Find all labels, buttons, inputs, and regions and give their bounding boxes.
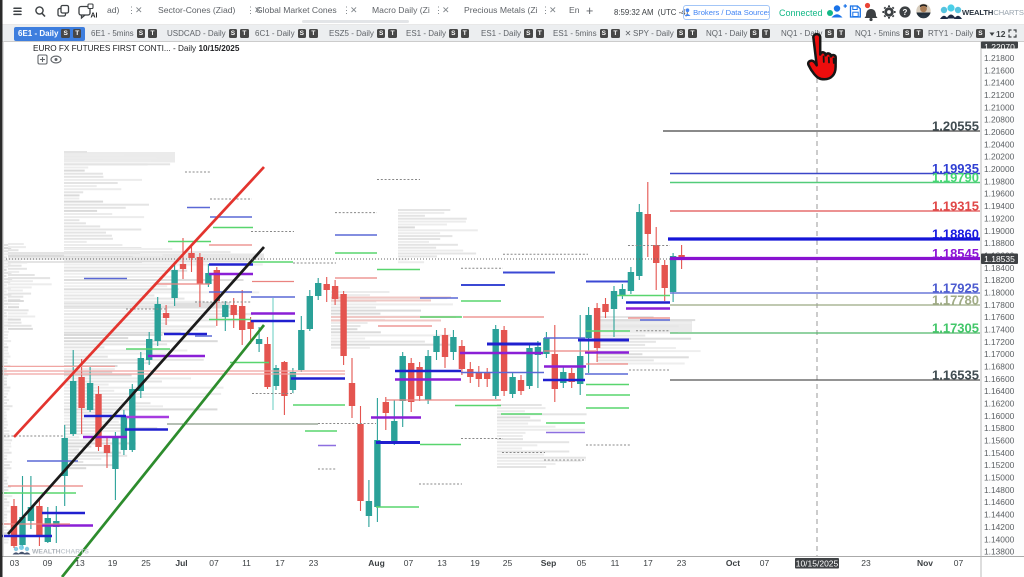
svg-text:1.17780: 1.17780 [932, 293, 979, 308]
svg-text:1.17000: 1.17000 [984, 349, 1015, 359]
svg-text:Sep: Sep [541, 558, 557, 568]
svg-text:1.19200: 1.19200 [984, 213, 1015, 223]
svg-text:1.17925: 1.17925 [932, 281, 979, 296]
svg-text:1.14400: 1.14400 [984, 510, 1015, 520]
svg-text:03: 03 [10, 558, 20, 568]
svg-text:EURO FX FUTURES FIRST CONTI...: EURO FX FUTURES FIRST CONTI... - Daily 1… [33, 44, 240, 53]
svg-text:1.21400: 1.21400 [984, 78, 1015, 88]
svg-text:25: 25 [503, 558, 513, 568]
svg-text:09: 09 [43, 558, 53, 568]
svg-text:1.19600: 1.19600 [984, 189, 1015, 199]
svg-text:1.21600: 1.21600 [984, 65, 1015, 75]
svg-text:1.13800: 1.13800 [984, 547, 1015, 557]
svg-text:1.18200: 1.18200 [984, 275, 1015, 285]
svg-text:1.19790: 1.19790 [932, 170, 979, 185]
svg-text:Aug: Aug [368, 558, 385, 568]
svg-text:13: 13 [75, 558, 85, 568]
svg-text:1.15200: 1.15200 [984, 460, 1015, 470]
svg-text:1.16000: 1.16000 [984, 411, 1015, 421]
svg-text:+: + [586, 4, 593, 18]
svg-text:19: 19 [470, 558, 480, 568]
svg-text:1.14600: 1.14600 [984, 497, 1015, 507]
svg-text:1.21800: 1.21800 [984, 53, 1015, 63]
svg-text:1.21200: 1.21200 [984, 90, 1015, 100]
svg-text:?: ? [903, 8, 908, 17]
svg-text:07: 07 [404, 558, 414, 568]
svg-text:1.19000: 1.19000 [984, 226, 1015, 236]
svg-text:1.18800: 1.18800 [984, 238, 1015, 248]
svg-text:1.16200: 1.16200 [984, 399, 1015, 409]
svg-text:1.16400: 1.16400 [984, 386, 1015, 396]
svg-text:AI: AI [91, 13, 98, 20]
svg-text:25: 25 [141, 558, 151, 568]
svg-text:1.16600: 1.16600 [984, 374, 1015, 384]
svg-text:1.14800: 1.14800 [984, 485, 1015, 495]
svg-text:1.17600: 1.17600 [984, 312, 1015, 322]
svg-text:1.19935: 1.19935 [932, 161, 979, 176]
svg-text:07: 07 [209, 558, 219, 568]
svg-text:07: 07 [954, 558, 964, 568]
svg-text:1.20000: 1.20000 [984, 164, 1015, 174]
svg-text:17: 17 [643, 558, 653, 568]
svg-text:1.17800: 1.17800 [984, 300, 1015, 310]
svg-text:23: 23 [309, 558, 319, 568]
svg-text:13: 13 [437, 558, 447, 568]
svg-text:1.18535: 1.18535 [984, 254, 1015, 264]
svg-text:1.17305: 1.17305 [932, 321, 979, 336]
svg-text:11: 11 [242, 558, 251, 568]
svg-text:1.15600: 1.15600 [984, 436, 1015, 446]
svg-text:11: 11 [611, 558, 620, 568]
svg-text:1.18000: 1.18000 [984, 288, 1015, 298]
svg-text:WEALTHCHARTS: WEALTHCHARTS [32, 549, 89, 556]
svg-text:19: 19 [108, 558, 118, 568]
svg-text:Jul: Jul [175, 558, 187, 568]
svg-text:1.17200: 1.17200 [984, 337, 1015, 347]
svg-text:17: 17 [275, 558, 285, 568]
svg-text:1.17400: 1.17400 [984, 325, 1015, 335]
svg-text:1.15800: 1.15800 [984, 423, 1015, 433]
svg-text:1.20600: 1.20600 [984, 127, 1015, 137]
svg-text:07: 07 [760, 558, 770, 568]
svg-text:1.18545: 1.18545 [932, 246, 979, 261]
svg-text:1.16535: 1.16535 [932, 368, 979, 383]
svg-text:1.19800: 1.19800 [984, 176, 1015, 186]
svg-text:1.18400: 1.18400 [984, 263, 1015, 273]
svg-text:1.20200: 1.20200 [984, 152, 1015, 162]
svg-text:10/15/2025: 10/15/2025 [796, 559, 839, 569]
svg-text:1.14000: 1.14000 [984, 534, 1015, 544]
svg-text:05: 05 [577, 558, 587, 568]
svg-text:1.15400: 1.15400 [984, 448, 1015, 458]
svg-text:23: 23 [861, 558, 871, 568]
svg-text:23: 23 [677, 558, 687, 568]
svg-text:Oct: Oct [726, 558, 740, 568]
svg-text:1.18860: 1.18860 [932, 227, 979, 242]
svg-text:1.19315: 1.19315 [932, 199, 979, 214]
svg-text:1.19400: 1.19400 [984, 201, 1015, 211]
svg-text:1.15000: 1.15000 [984, 473, 1015, 483]
svg-text:1.14200: 1.14200 [984, 522, 1015, 532]
svg-text:1.20800: 1.20800 [984, 115, 1015, 125]
svg-text:1.20555: 1.20555 [932, 119, 979, 134]
svg-text:1.20400: 1.20400 [984, 139, 1015, 149]
svg-text:Nov: Nov [917, 558, 933, 568]
svg-text:1.16800: 1.16800 [984, 362, 1015, 372]
svg-text:1.22070: 1.22070 [984, 42, 1015, 52]
svg-text:1.21000: 1.21000 [984, 102, 1015, 112]
